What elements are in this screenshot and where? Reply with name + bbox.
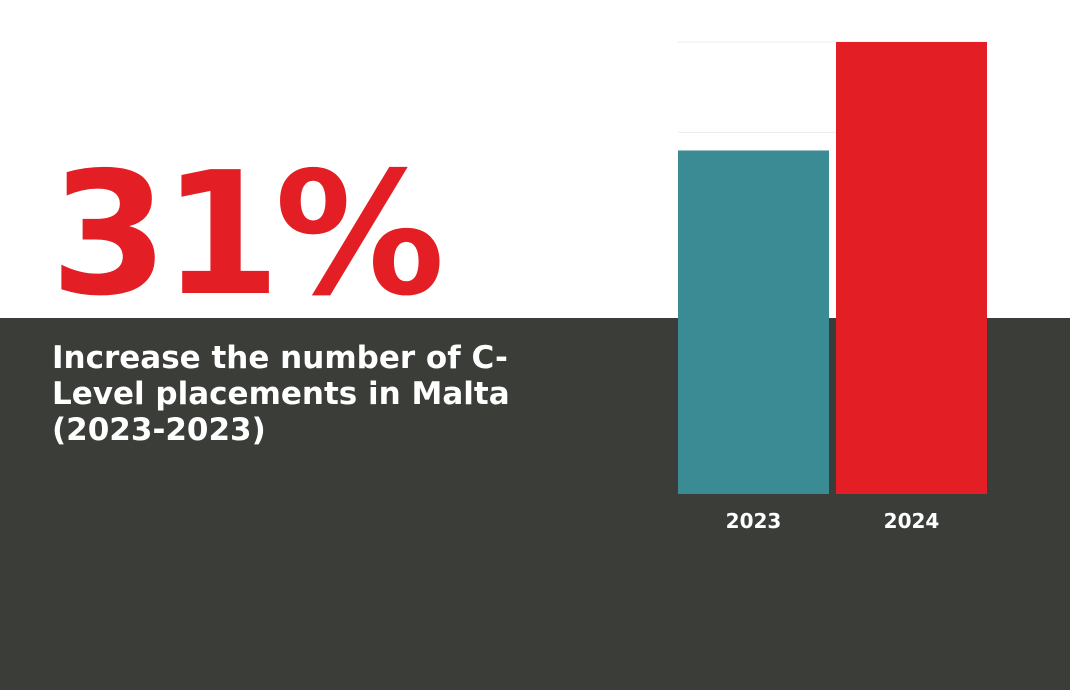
x-tick-label-2023: 2023 bbox=[726, 509, 782, 533]
chart-x-axis-labels: 2023 2024 bbox=[726, 509, 940, 533]
headline-percentage: 31% bbox=[50, 136, 445, 334]
chart-bars bbox=[678, 42, 987, 495]
headline-caption: Increase the number of C- Level placemen… bbox=[52, 340, 510, 448]
x-tick-label-2024: 2024 bbox=[884, 509, 940, 533]
bar-2024 bbox=[836, 42, 987, 494]
bar-2023 bbox=[678, 150, 829, 495]
